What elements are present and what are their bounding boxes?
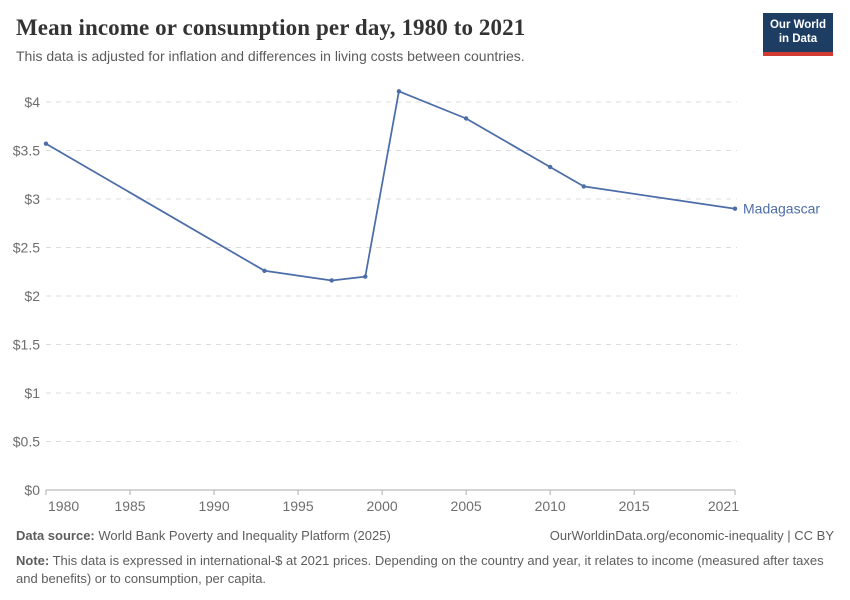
svg-text:2021: 2021 <box>708 498 739 514</box>
svg-text:$0.5: $0.5 <box>13 434 40 450</box>
data-source-text: World Bank Poverty and Inequality Platfo… <box>94 528 391 543</box>
chart-footer: Data source: World Bank Poverty and Ineq… <box>0 527 850 589</box>
page-title: Mean income or consumption per day, 1980… <box>16 15 526 40</box>
attribution: OurWorldinData.org/economic-inequality |… <box>550 527 834 545</box>
data-source: Data source: World Bank Poverty and Ineq… <box>16 527 391 545</box>
svg-text:1985: 1985 <box>114 498 145 514</box>
svg-text:2000: 2000 <box>367 498 398 514</box>
svg-text:$2: $2 <box>24 288 40 304</box>
owid-logo[interactable]: Our World in Data <box>762 13 833 56</box>
svg-text:$1: $1 <box>24 385 40 401</box>
chart-subtitle: This data is adjusted for inflation and … <box>16 48 525 64</box>
svg-text:$3.5: $3.5 <box>13 143 40 159</box>
owid-logo-line2: in Data <box>778 33 818 46</box>
data-source-label: Data source: <box>16 528 95 543</box>
x-axis <box>45 489 736 495</box>
svg-text:$0: $0 <box>24 482 40 498</box>
chart-header: Mean income or consumption per day, 1980… <box>16 15 750 64</box>
owid-url-link[interactable]: OurWorldinData.org/economic-inequality <box>549 528 784 543</box>
series-line[interactable] <box>45 90 736 282</box>
entity-label[interactable]: Madagascar <box>743 201 820 217</box>
chart-note: Note: This data is expressed in internat… <box>16 552 834 588</box>
svg-text:2015: 2015 <box>619 498 650 514</box>
chart-note-text: This data is expressed in international-… <box>16 553 824 587</box>
chart-note-label: Note: <box>16 553 50 569</box>
license-link[interactable]: CC BY <box>794 528 834 543</box>
svg-text:1980: 1980 <box>48 498 79 514</box>
owid-logo-line1: Our World <box>769 19 826 31</box>
attribution-separator: | <box>783 528 795 543</box>
x-axis-labels: 1980 1985 1990 1995 2000 2005 2010 2015 2021 <box>48 498 739 514</box>
gridlines <box>46 101 737 442</box>
svg-text:1995: 1995 <box>282 498 313 514</box>
svg-text:2010: 2010 <box>535 498 566 514</box>
series-points[interactable] <box>43 89 738 283</box>
y-axis-labels: $0 $0.5 $1 $1.5 $2 $2.5 $3 $3.5 $4 <box>13 94 40 498</box>
svg-text:$2.5: $2.5 <box>13 240 40 256</box>
svg-text:$3: $3 <box>24 191 40 207</box>
svg-text:$4: $4 <box>24 94 40 110</box>
svg-text:2005: 2005 <box>451 498 482 514</box>
svg-text:1990: 1990 <box>198 498 229 514</box>
svg-text:$1.5: $1.5 <box>13 337 40 353</box>
